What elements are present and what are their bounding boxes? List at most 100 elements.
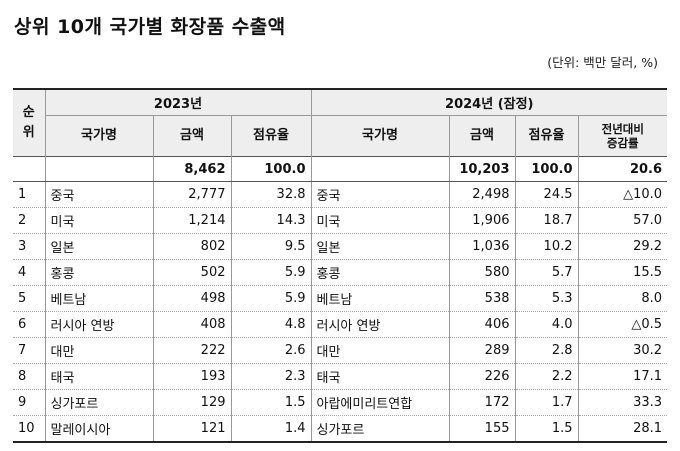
total-share-2023: 100.0	[231, 156, 312, 182]
yoy-cell: 33.3	[578, 389, 668, 416]
country-2023-cell: 싱가포르	[45, 389, 154, 416]
amount-2023-cell: 802	[153, 233, 232, 260]
country-2023-cell: 러시아 연방	[45, 311, 154, 338]
amount-2024-cell: 1,036	[449, 233, 516, 260]
share-2024-cell: 5.7	[515, 259, 579, 286]
amount-2023-cell: 498	[153, 285, 232, 312]
total-country-2024	[311, 156, 450, 182]
amount-2023-cell: 408	[153, 311, 232, 338]
header-rank-label: 순 위	[22, 105, 35, 140]
country-2024-cell: 러시아 연방	[311, 311, 450, 338]
amount-2024-cell: 172	[449, 389, 516, 416]
share-2024-cell: 10.2	[515, 233, 579, 260]
country-2023-cell: 중국	[45, 181, 154, 208]
country-2024-cell: 베트남	[311, 285, 450, 312]
amount-2024-cell: 226	[449, 363, 516, 390]
country-2024-cell: 아랍에미리트연합	[311, 389, 450, 416]
yoy-cell: 15.5	[578, 259, 668, 286]
country-2023-cell: 대만	[45, 337, 154, 364]
share-2023-cell: 1.5	[231, 389, 312, 416]
header-share-2023: 점유율	[231, 115, 312, 157]
share-2024-cell: 4.0	[515, 311, 579, 338]
rank-cell: 2	[13, 207, 46, 234]
share-2024-cell: 18.7	[515, 207, 579, 234]
share-2024-cell: 1.7	[515, 389, 579, 416]
total-amount-2024: 10,203	[449, 156, 516, 182]
total-yoy: 20.6	[578, 156, 668, 182]
table-row: 3 일본 802 9.5 일본 1,036 10.2 29.2	[13, 233, 668, 260]
share-2024-cell: 2.8	[515, 337, 579, 364]
yoy-cell: 57.0	[578, 207, 668, 234]
amount-2024-cell: 289	[449, 337, 516, 364]
country-2024-cell: 대만	[311, 337, 450, 364]
header-yoy-label: 전년대비 증감률	[601, 122, 644, 150]
country-2023-cell: 말레이시아	[45, 415, 154, 443]
share-2023-cell: 5.9	[231, 259, 312, 286]
yoy-cell: △10.0	[578, 181, 668, 208]
table-row: 4 홍콩 502 5.9 홍콩 580 5.7 15.5	[13, 259, 668, 286]
total-country-2023	[45, 156, 154, 182]
total-row: 8,462 100.0 10,203 100.0 20.6	[13, 156, 668, 182]
total-rank	[13, 156, 46, 182]
table-row: 6 러시아 연방 408 4.8 러시아 연방 406 4.0 △0.5	[13, 311, 668, 338]
amount-2023-cell: 2,777	[153, 181, 232, 208]
table-row: 2 미국 1,214 14.3 미국 1,906 18.7 57.0	[13, 207, 668, 234]
header-rank: 순 위	[13, 88, 46, 157]
header-country-2024: 국가명	[311, 115, 450, 157]
country-2024-cell: 미국	[311, 207, 450, 234]
share-2023-cell: 2.6	[231, 337, 312, 364]
table-row: 7 대만 222 2.6 대만 289 2.8 30.2	[13, 337, 668, 364]
share-2023-cell: 9.5	[231, 233, 312, 260]
rank-cell: 10	[13, 415, 46, 443]
header-amount-2024: 금액	[449, 115, 516, 157]
header-year-2023: 2023년	[45, 88, 312, 116]
share-2024-cell: 5.3	[515, 285, 579, 312]
table-row: 1 중국 2,777 32.8 중국 2,498 24.5 △10.0	[13, 181, 668, 208]
country-2024-cell: 일본	[311, 233, 450, 260]
share-2023-cell: 2.3	[231, 363, 312, 390]
yoy-cell: 17.1	[578, 363, 668, 390]
share-2024-cell: 2.2	[515, 363, 579, 390]
share-2023-cell: 32.8	[231, 181, 312, 208]
rank-cell: 4	[13, 259, 46, 286]
rank-cell: 8	[13, 363, 46, 390]
rank-cell: 7	[13, 337, 46, 364]
amount-2024-cell: 538	[449, 285, 516, 312]
yoy-cell: 28.1	[578, 415, 668, 443]
amount-2024-cell: 2,498	[449, 181, 516, 208]
header-share-2024: 점유율	[515, 115, 579, 157]
rank-cell: 1	[13, 181, 46, 208]
country-2023-cell: 일본	[45, 233, 154, 260]
amount-2024-cell: 1,906	[449, 207, 516, 234]
country-2023-cell: 미국	[45, 207, 154, 234]
country-2024-cell: 태국	[311, 363, 450, 390]
share-2024-cell: 24.5	[515, 181, 579, 208]
share-2024-cell: 1.5	[515, 415, 579, 443]
header-year-2024: 2024년 (잠정)	[311, 88, 668, 116]
amount-2024-cell: 580	[449, 259, 516, 286]
country-2024-cell: 홍콩	[311, 259, 450, 286]
table-row: 10 말레이시아 121 1.4 싱가포르 155 1.5 28.1	[13, 415, 668, 443]
amount-2023-cell: 1,214	[153, 207, 232, 234]
country-2023-cell: 태국	[45, 363, 154, 390]
header-amount-2023: 금액	[153, 115, 232, 157]
unit-note: (단위: 백만 달러, %)	[547, 55, 658, 70]
amount-2023-cell: 502	[153, 259, 232, 286]
table-row: 5 베트남 498 5.9 베트남 538 5.3 8.0	[13, 285, 668, 312]
page-title: 상위 10개 국가별 화장품 수출액	[14, 16, 286, 38]
amount-2023-cell: 193	[153, 363, 232, 390]
table-row: 9 싱가포르 129 1.5 아랍에미리트연합 172 1.7 33.3	[13, 389, 668, 416]
table-row: 8 태국 193 2.3 태국 226 2.2 17.1	[13, 363, 668, 390]
yoy-cell: 29.2	[578, 233, 668, 260]
rank-cell: 9	[13, 389, 46, 416]
country-2024-cell: 싱가포르	[311, 415, 450, 443]
share-2023-cell: 5.9	[231, 285, 312, 312]
yoy-cell: 30.2	[578, 337, 668, 364]
amount-2024-cell: 155	[449, 415, 516, 443]
yoy-cell: △0.5	[578, 311, 668, 338]
share-2023-cell: 4.8	[231, 311, 312, 338]
share-2023-cell: 14.3	[231, 207, 312, 234]
rank-cell: 3	[13, 233, 46, 260]
country-2023-cell: 홍콩	[45, 259, 154, 286]
amount-2023-cell: 129	[153, 389, 232, 416]
